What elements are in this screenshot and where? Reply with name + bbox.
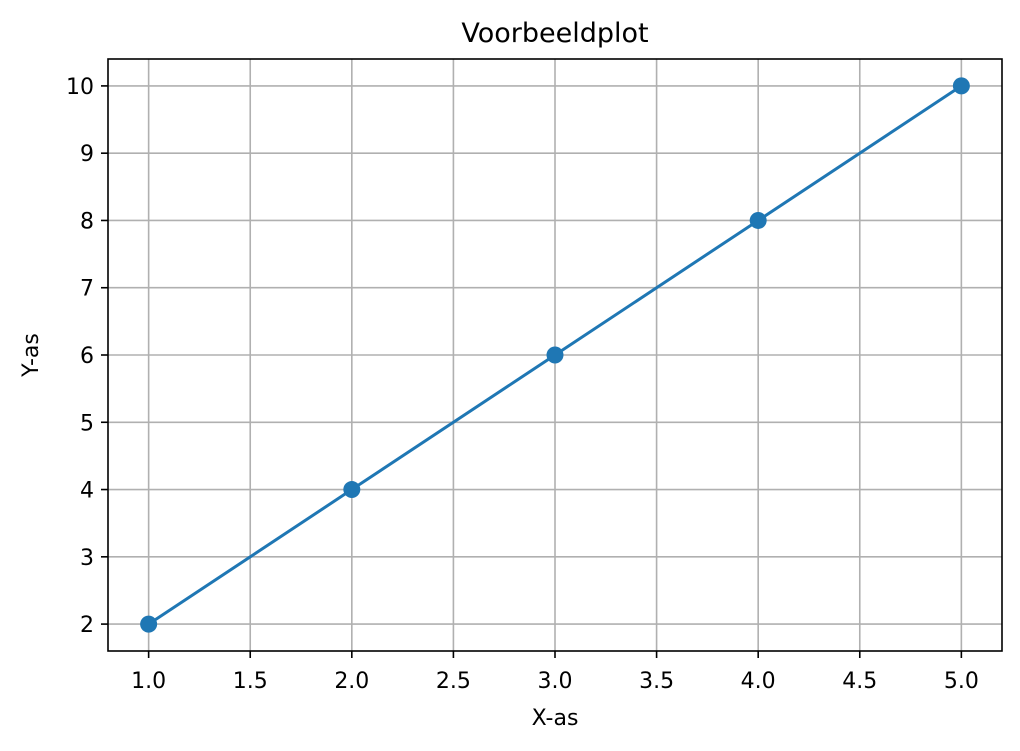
y-tick-label: 10 [66, 75, 94, 100]
data-point [343, 481, 361, 499]
x-tick-label: 2.5 [436, 669, 471, 694]
y-tick-label: 6 [80, 344, 94, 369]
data-point [140, 615, 158, 633]
x-axis-ticks: 1.0 1.5 2.0 2.5 3.0 3.5 4.0 4.5 5.0 [131, 651, 979, 694]
y-tick-label: 4 [80, 479, 94, 504]
y-axis-label: Y-as [19, 333, 44, 378]
chart-title: Voorbeeldplot [461, 18, 648, 49]
x-tick-label: 2.0 [334, 669, 369, 694]
data-point [952, 77, 970, 95]
y-tick-label: 9 [80, 142, 94, 167]
y-axis-ticks: 2 3 4 5 6 7 8 9 10 [66, 75, 108, 638]
x-tick-label: 4.0 [741, 669, 776, 694]
data-point [546, 346, 564, 364]
x-tick-label: 1.5 [233, 669, 268, 694]
x-axis-label: X-as [532, 706, 579, 731]
x-tick-label: 5.0 [944, 669, 979, 694]
x-tick-label: 1.0 [131, 669, 166, 694]
y-tick-label: 5 [80, 411, 94, 436]
y-tick-label: 3 [80, 546, 94, 571]
x-tick-label: 4.5 [842, 669, 877, 694]
plot-area [140, 77, 970, 633]
x-tick-label: 3.0 [538, 669, 573, 694]
data-point [749, 211, 767, 229]
x-tick-label: 3.5 [639, 669, 674, 694]
y-tick-label: 7 [80, 277, 94, 302]
y-tick-label: 2 [80, 613, 94, 638]
y-tick-label: 8 [80, 209, 94, 234]
